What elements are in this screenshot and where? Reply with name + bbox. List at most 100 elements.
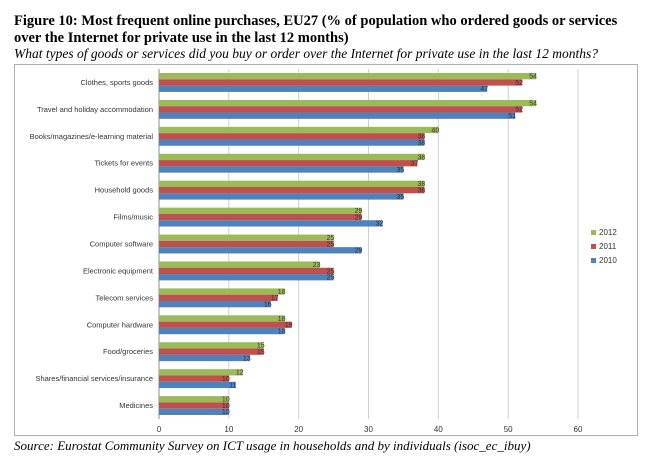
data-label: 19	[285, 322, 293, 329]
data-label: 38	[417, 181, 425, 188]
bar-2012	[159, 369, 243, 376]
bar-chart: 0 10 20 30 40 50 60 Clothes, sports goods 54 52 47…	[30, 69, 617, 434]
bar-2010	[159, 247, 362, 254]
category-label: Clothes, sports goods	[80, 78, 153, 87]
bar-2012	[159, 153, 425, 161]
bar-2010	[159, 408, 229, 415]
bar-2010	[159, 381, 236, 389]
category-label: Films/music	[113, 213, 153, 222]
bar-2012	[159, 234, 334, 241]
figure-title: Figure 10: Most frequent online purchase…	[14, 13, 618, 46]
category-label: Medicines	[119, 401, 153, 410]
bar-2012	[159, 396, 229, 403]
bar-2011	[159, 402, 229, 409]
data-label: 40	[431, 127, 439, 134]
bar-2011	[159, 294, 278, 301]
bar-2012	[159, 207, 362, 214]
bar-2011	[159, 267, 334, 275]
x-tick-label: 0	[157, 425, 162, 434]
legend-swatch-2010	[591, 258, 596, 263]
data-label: 18	[278, 316, 286, 323]
bar-2011	[159, 321, 292, 328]
data-label: 25	[327, 241, 335, 248]
data-label: 38	[417, 154, 425, 161]
category-label: Household goods	[95, 186, 154, 195]
bar-2011	[159, 187, 425, 194]
bar-2011	[159, 213, 362, 221]
x-tick-label: 10	[224, 425, 233, 434]
data-label: 38	[417, 134, 425, 141]
data-label: 52	[515, 107, 523, 114]
bar-2011	[159, 106, 523, 113]
data-label: 29	[355, 208, 363, 215]
bar-2012	[159, 288, 285, 295]
bar-2010	[159, 139, 425, 146]
legend-swatch-2011	[591, 244, 596, 249]
data-label: 23	[313, 262, 321, 269]
data-label: 54	[529, 74, 537, 81]
x-tick-label: 60	[574, 425, 583, 434]
legend-swatch-2012	[591, 230, 596, 235]
data-label: 25	[327, 268, 335, 275]
bar-2010	[159, 85, 488, 92]
bar-2012	[159, 99, 537, 107]
bar-2011	[159, 348, 264, 355]
data-label: 38	[417, 188, 425, 195]
data-label: 12	[236, 370, 244, 377]
category-label: Food/groceries	[103, 347, 153, 356]
bar-2010	[159, 354, 250, 362]
bar-2010	[159, 220, 383, 227]
chart-frame: 0 10 20 30 40 50 60 Clothes, sports goods 54 52 47…	[14, 64, 638, 436]
category-label: Books/magazines/e-learning material	[30, 132, 154, 141]
x-tick-label: 50	[504, 425, 513, 434]
data-label: 10	[222, 376, 230, 383]
data-label: 47	[480, 86, 488, 93]
category-label: Tickets for events	[95, 159, 154, 168]
data-label: 35	[397, 167, 405, 174]
data-label: 54	[529, 100, 537, 107]
data-label: 51	[508, 113, 516, 120]
x-tick-label: 20	[294, 425, 303, 434]
data-label: 25	[327, 275, 335, 282]
category-label: Shares/financial services/insurance	[35, 374, 153, 383]
bar-2010	[159, 193, 404, 200]
data-label: 18	[278, 328, 286, 335]
bar-2012	[159, 261, 320, 268]
data-label: 52	[515, 80, 523, 87]
bar-2011	[159, 375, 229, 382]
category-label: Computer hardware	[87, 320, 153, 329]
bar-2012	[159, 315, 285, 322]
figure-source: Source: Eurostat Community Survey on ICT…	[14, 438, 531, 453]
bar-2010	[159, 300, 271, 308]
category-label: Electronic equipment	[83, 266, 154, 275]
data-label: 35	[397, 194, 405, 201]
data-label: 10	[222, 397, 230, 404]
bar-2011	[159, 240, 334, 248]
bar-2012	[159, 180, 425, 188]
data-label: 29	[355, 214, 363, 221]
bar-2012	[159, 126, 439, 134]
bar-2010	[159, 166, 404, 173]
data-label: 15	[257, 343, 265, 350]
data-label: 15	[257, 349, 265, 356]
legend-label: 2011	[599, 242, 617, 251]
bar-2011	[159, 160, 418, 167]
bar-2012	[159, 342, 264, 349]
data-label: 25	[327, 235, 335, 242]
data-label: 38	[417, 140, 425, 147]
data-label: 13	[243, 355, 251, 362]
legend-label: 2012	[599, 228, 617, 237]
data-label: 11	[229, 382, 236, 389]
data-label: 32	[376, 221, 384, 228]
bar-2011	[159, 79, 523, 86]
bar-2010	[159, 327, 285, 335]
bar-2011	[159, 133, 425, 140]
data-label: 37	[410, 161, 418, 168]
x-tick-label: 30	[364, 425, 373, 434]
data-label: 10	[222, 403, 230, 410]
category-label: Telecom services	[95, 293, 153, 302]
data-label: 10	[222, 409, 230, 416]
legend-label: 2010	[599, 256, 617, 265]
data-label: 16	[264, 301, 272, 308]
category-label: Travel and holiday accommodation	[37, 105, 153, 114]
